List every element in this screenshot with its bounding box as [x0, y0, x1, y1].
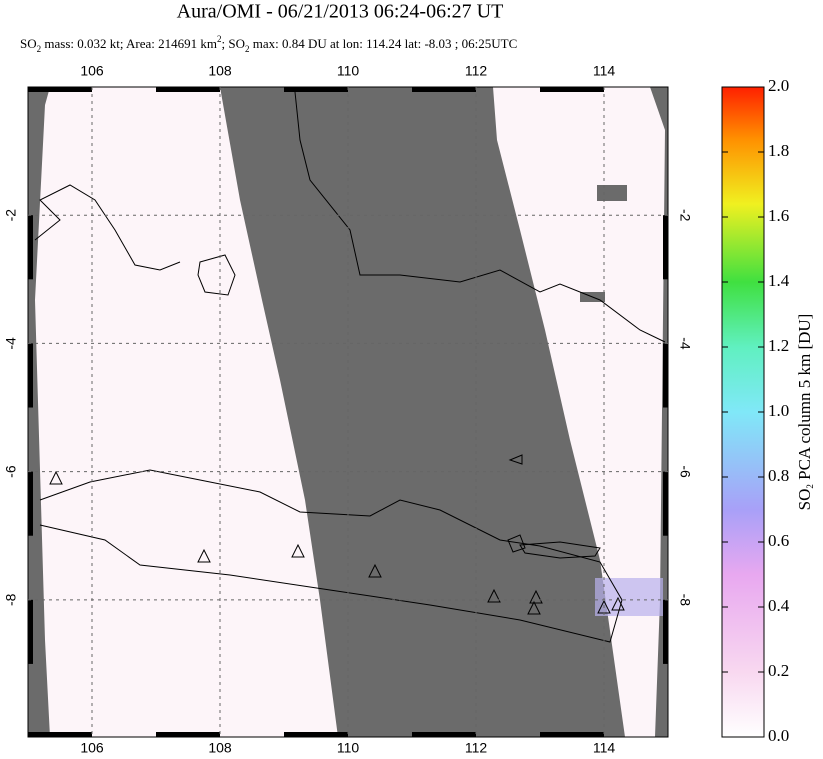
colorbar-label-part: 2	[805, 484, 815, 489]
subtitle-part: mass: 0.032 kt; Area: 214691 km	[41, 36, 217, 51]
volcano	[611, 596, 625, 611]
colorbar-tick-label: 0.2	[768, 661, 789, 680]
coastline	[507, 534, 526, 553]
x-tick-label: 108	[208, 740, 232, 756]
colorbar-tick-label: 0.8	[768, 466, 789, 485]
swath-gap	[220, 87, 625, 737]
frame-bar	[284, 87, 348, 92]
frame-bar	[663, 471, 668, 536]
colorbar-tick-label: 1.6	[768, 206, 789, 225]
frame-bar	[663, 599, 668, 664]
subtitle-part: max: 0.84 DU at lon: 114.24 lat: -8.03 ;…	[249, 36, 517, 51]
coastline	[294, 91, 666, 343]
subtitle-part: ; SO	[221, 36, 244, 51]
colorbar-tick-label: 0.0	[768, 726, 789, 745]
frame-bar	[28, 599, 33, 664]
subtitle: SO2 mass: 0.032 kt; Area: 214691 km2; SO…	[20, 34, 517, 54]
y-tick-label: -8	[677, 594, 693, 607]
frame-bar	[28, 471, 33, 536]
coastline	[197, 254, 236, 296]
frame-bar	[28, 215, 33, 280]
frame-bar	[663, 215, 668, 280]
frame-bar	[540, 87, 604, 92]
volcano	[197, 548, 211, 563]
colorbar-tick-label: 2.0	[768, 76, 789, 95]
no-data	[28, 87, 50, 737]
no-data	[597, 185, 627, 201]
x-tick-label: 112	[465, 63, 488, 79]
subtitle-part: SO	[20, 36, 37, 51]
y-tick-label: -8	[3, 593, 19, 606]
x-tick-label: 112	[465, 740, 488, 756]
x-tick-label: 106	[80, 63, 104, 79]
title: Aura/OMI - 06/21/2013 06:24-06:27 UT	[177, 1, 504, 23]
frame-bar	[412, 732, 476, 737]
colorbar	[721, 86, 765, 738]
colorbar-label: SO2 PCA column 5 km [DU]	[795, 314, 815, 511]
y-tick-label: -2	[3, 209, 19, 222]
frame-bar	[540, 732, 604, 737]
subtitle-part: 2	[217, 34, 222, 44]
x-tick-label: 110	[337, 740, 360, 756]
subtitle-part: 2	[37, 44, 42, 54]
y-tick-label: -4	[3, 337, 19, 350]
so2-signal	[595, 578, 663, 616]
volcano	[291, 543, 305, 558]
volcano	[487, 588, 501, 603]
volcano	[527, 600, 541, 615]
y-tick-label: -6	[677, 465, 693, 478]
colorbar-tick-label: 0.6	[768, 531, 789, 550]
coastline	[508, 454, 523, 465]
colorbar-label-part: PCA column 5 km [DU]	[795, 314, 814, 484]
colorbar-tick-label: 1.4	[768, 271, 790, 290]
coastline	[519, 541, 601, 559]
colorbar-tick-label: 0.4	[768, 596, 790, 615]
x-tick-label: 106	[80, 740, 104, 756]
frame-bar	[28, 732, 92, 737]
volcano	[368, 563, 382, 578]
y-tick-label: -2	[677, 209, 693, 222]
frame-bar	[156, 87, 220, 92]
volcano	[529, 589, 543, 604]
x-tick-label: 114	[593, 63, 616, 79]
colorbar-label-part: SO	[795, 489, 814, 511]
colorbar-tick-label: 1.8	[768, 141, 789, 160]
no-data	[650, 87, 668, 737]
frame-bar	[156, 732, 220, 737]
colorbar-tick-label: 1.2	[768, 336, 789, 355]
y-tick-label: -6	[3, 465, 19, 478]
frame-bar	[28, 343, 33, 408]
x-tick-label: 110	[337, 63, 360, 79]
coastline	[39, 469, 623, 643]
y-tick-label: -4	[677, 337, 693, 350]
frame-bar	[412, 87, 476, 92]
colorbar-tick-label: 1.0	[768, 401, 789, 420]
frame-bar	[28, 87, 92, 92]
volcano	[49, 470, 63, 485]
x-tick-label: 108	[208, 63, 232, 79]
x-tick-label: 114	[593, 740, 616, 756]
subtitle-part: 2	[245, 44, 250, 54]
frame-bar	[284, 732, 348, 737]
coastline	[34, 184, 181, 271]
frame-bar	[663, 343, 668, 408]
